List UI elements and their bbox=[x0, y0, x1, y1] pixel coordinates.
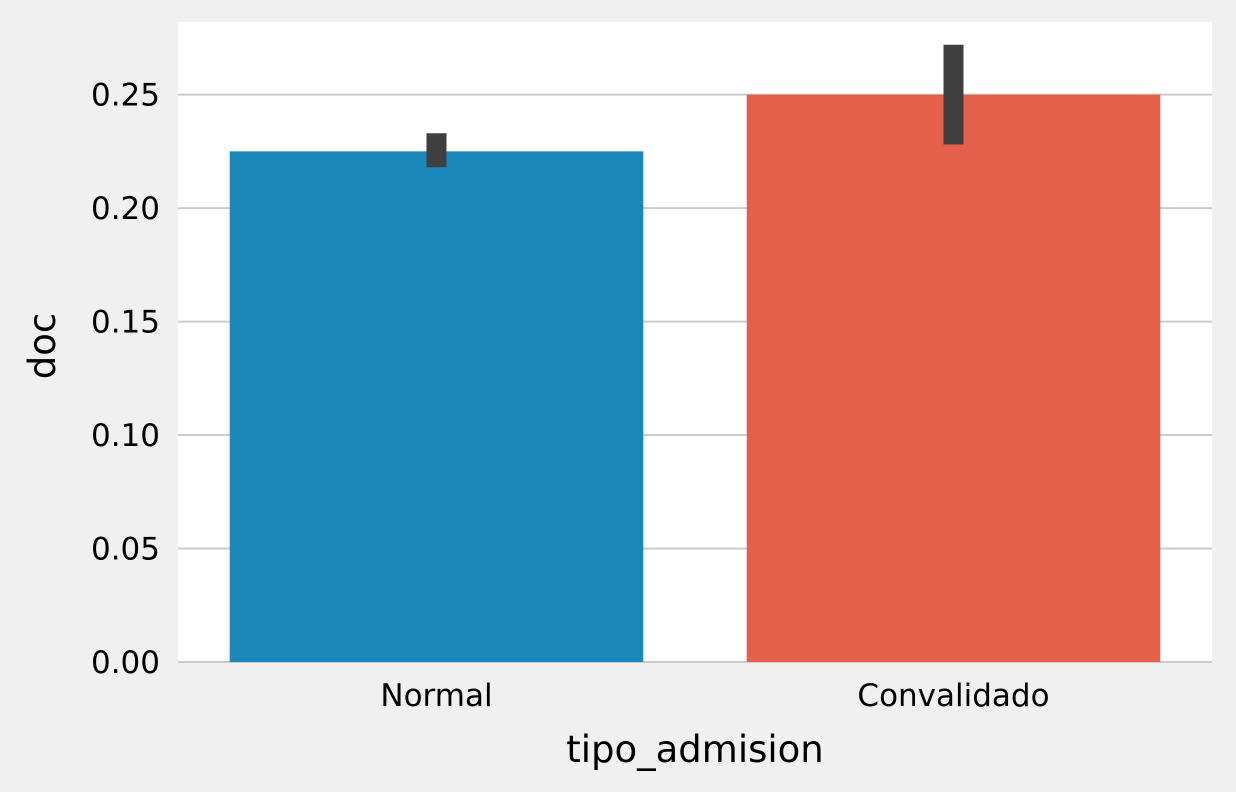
y-tick-label: 0.05 bbox=[91, 532, 160, 568]
y-tick-label: 0.00 bbox=[91, 645, 160, 681]
y-tick-label: 0.15 bbox=[91, 305, 160, 341]
bar-normal bbox=[229, 151, 644, 663]
bar-convalidado bbox=[746, 94, 1161, 662]
x-tick-label: Convalidado bbox=[857, 678, 1049, 714]
y-axis-label: doc bbox=[21, 313, 64, 379]
y-tick-label: 0.10 bbox=[91, 418, 160, 454]
bars bbox=[229, 94, 1161, 663]
error-bars bbox=[426, 44, 964, 168]
y-tick-label: 0.20 bbox=[91, 191, 160, 227]
y-axis-ticks: 0.00 0.05 0.10 0.15 0.20 0.25 bbox=[91, 78, 160, 681]
x-axis-ticks: Normal Convalidado bbox=[380, 678, 1049, 714]
y-tick-label: 0.25 bbox=[91, 78, 160, 114]
x-axis-label: tipo_admision bbox=[566, 728, 824, 771]
x-tick-label: Normal bbox=[380, 678, 492, 714]
